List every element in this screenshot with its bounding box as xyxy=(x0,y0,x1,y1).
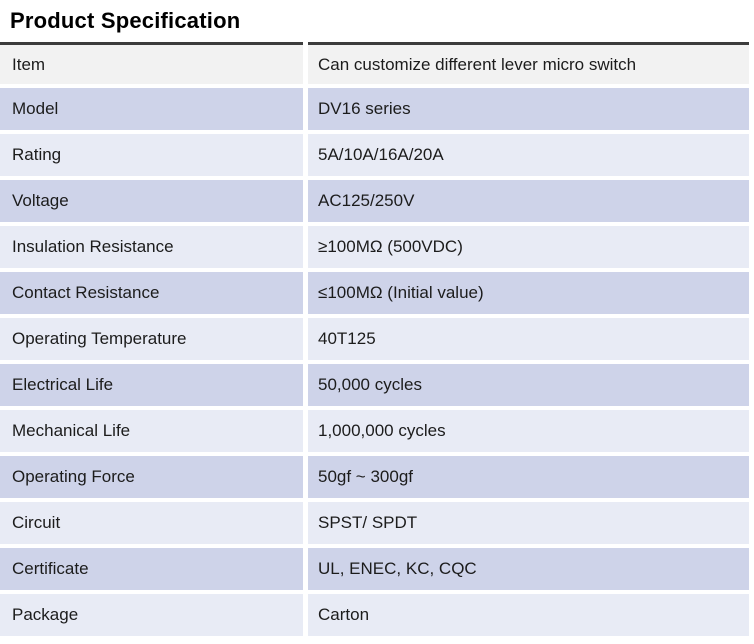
spec-value: ≤100MΩ (Initial value) xyxy=(318,283,484,302)
spec-label: Electrical Life xyxy=(12,375,114,394)
spec-row: Insulation Resistance ≥100MΩ (500VDC) xyxy=(0,226,749,268)
spec-value: ≥100MΩ (500VDC) xyxy=(318,237,463,256)
spec-row: Mechanical Life 1,000,000 cycles xyxy=(0,410,749,452)
spec-label: Mechanical Life xyxy=(12,421,131,440)
spec-label-cell: Voltage xyxy=(0,180,303,222)
spec-label: Contact Resistance xyxy=(12,283,160,302)
spec-label: Rating xyxy=(12,145,62,164)
spec-value: UL, ENEC, KC, CQC xyxy=(318,559,477,578)
spec-value: 40T125 xyxy=(318,329,376,348)
spec-label: Item xyxy=(12,54,46,74)
spec-label: Operating Force xyxy=(12,467,135,486)
spec-row: Electrical Life 50,000 cycles xyxy=(0,364,749,406)
spec-label-cell: Operating Temperature xyxy=(0,318,303,360)
spec-label: Operating Temperature xyxy=(12,329,187,348)
spec-row: Operating Force 50gf ~ 300gf xyxy=(0,456,749,498)
page-title: Product Specification xyxy=(10,8,241,33)
spec-value: 50,000 cycles xyxy=(318,375,422,394)
spec-value: 50gf ~ 300gf xyxy=(318,467,414,486)
spec-value-cell: Carton xyxy=(308,594,749,636)
spec-value-cell: DV16 series xyxy=(308,88,749,130)
spec-row: Contact Resistance ≤100MΩ (Initial value… xyxy=(0,272,749,314)
spec-value-cell: AC125/250V xyxy=(308,180,749,222)
spec-row: Item Can customize different lever micro… xyxy=(0,42,749,84)
spec-row: Model DV16 series xyxy=(0,88,749,130)
spec-label-cell: Model xyxy=(0,88,303,130)
spec-table: Item Can customize different lever micro… xyxy=(0,42,749,636)
spec-value: Can customize different lever micro swit… xyxy=(318,54,637,74)
spec-label: Circuit xyxy=(12,513,61,532)
spec-value: 5A/10A/16A/20A xyxy=(318,145,444,164)
spec-label-cell: Contact Resistance xyxy=(0,272,303,314)
spec-value: AC125/250V xyxy=(318,191,415,210)
spec-label-cell: Insulation Resistance xyxy=(0,226,303,268)
spec-label-cell: Certificate xyxy=(0,548,303,590)
spec-label-cell: Circuit xyxy=(0,502,303,544)
spec-row: Operating Temperature 40T125 xyxy=(0,318,749,360)
spec-row: Package Carton xyxy=(0,594,749,636)
spec-value-cell: 5A/10A/16A/20A xyxy=(308,134,749,176)
spec-row: Certificate UL, ENEC, KC, CQC xyxy=(0,548,749,590)
spec-value-cell: 50gf ~ 300gf xyxy=(308,456,749,498)
spec-label-cell: Mechanical Life xyxy=(0,410,303,452)
spec-value-cell: UL, ENEC, KC, CQC xyxy=(308,548,749,590)
spec-value-cell: 1,000,000 cycles xyxy=(308,410,749,452)
spec-value: Carton xyxy=(318,605,370,624)
spec-value: SPST/ SPDT xyxy=(318,513,418,532)
spec-row: Rating 5A/10A/16A/20A xyxy=(0,134,749,176)
spec-label-cell: Item xyxy=(0,42,303,84)
spec-value: DV16 series xyxy=(318,99,411,118)
spec-value-cell: ≤100MΩ (Initial value) xyxy=(308,272,749,314)
spec-label: Voltage xyxy=(12,191,69,210)
spec-label: Package xyxy=(12,605,79,624)
spec-value-cell: ≥100MΩ (500VDC) xyxy=(308,226,749,268)
spec-label: Certificate xyxy=(12,559,89,578)
spec-value-cell: 40T125 xyxy=(308,318,749,360)
spec-label-cell: Electrical Life xyxy=(0,364,303,406)
spec-label-cell: Package xyxy=(0,594,303,636)
spec-value: 1,000,000 cycles xyxy=(318,421,446,440)
spec-value-cell: SPST/ SPDT xyxy=(308,502,749,544)
spec-row: Voltage AC125/250V xyxy=(0,180,749,222)
spec-label-cell: Operating Force xyxy=(0,456,303,498)
spec-label: Model xyxy=(12,99,59,118)
spec-label-cell: Rating xyxy=(0,134,303,176)
spec-value-cell: Can customize different lever micro swit… xyxy=(308,42,749,84)
spec-row: Circuit SPST/ SPDT xyxy=(0,502,749,544)
spec-value-cell: 50,000 cycles xyxy=(308,364,749,406)
spec-label: Insulation Resistance xyxy=(12,237,174,256)
